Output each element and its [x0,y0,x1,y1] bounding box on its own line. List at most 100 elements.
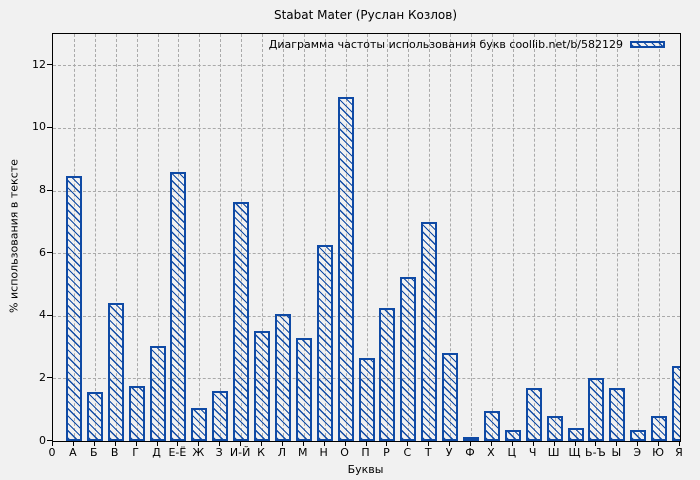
x-tick-mark [511,441,513,446]
x-tick-label: Ш [547,446,560,459]
gridline-x-Э [638,34,640,441]
gridline-x-Ь-Ъ [596,34,598,441]
x-tick-mark [219,441,221,446]
y-tick-mark [47,377,52,379]
x-tick-label: Т [424,446,432,459]
bar-Г [128,386,145,441]
gridline-x-Б [94,34,96,441]
x-tick-mark [407,441,409,446]
bar-У [442,353,459,441]
x-tick-mark [135,441,137,446]
y-tick-label: 0 [39,433,46,447]
x-tick-label: Я [675,446,683,459]
gridline-x-Д [157,34,159,441]
x-tick-mark [344,441,346,446]
bar-Ф [463,437,479,441]
gridline-x-Ф [471,34,472,441]
x-tick-mark [616,441,618,446]
y-tick-mark [47,126,52,128]
x-tick-mark [470,441,471,446]
plot-area: Диаграмма частоты использования букв coo… [52,33,681,442]
y-tick-mark [47,189,52,191]
x-tick-label: Ц [507,446,517,459]
x-tick-label: В [110,446,119,459]
chart-title: Stabat Mater (Руслан Козлов) [273,8,458,22]
y-tick-label: 10 [32,120,46,134]
x-tick-mark [428,441,430,446]
legend-label: Диаграмма частоты использования букв coo… [268,38,623,51]
x-tick-label: С [403,446,412,459]
bar-К [254,331,270,441]
x-tick-mark [93,441,95,446]
x-tick-label: Л [277,446,287,459]
x-tick-label: Д [152,446,161,459]
gridline-x-К [262,34,263,441]
x-tick-label: Ю [652,446,665,459]
x-tick-label: Г [132,446,139,459]
bar-З [212,390,229,441]
y-tick-mark [47,314,52,316]
bar-Е-Ё [170,171,187,441]
x-tick-mark [365,441,367,446]
bar-Б [86,392,103,441]
bar-С [400,276,417,441]
x-axis-title: Буквы [347,463,384,476]
x-tick-mark [490,441,492,446]
gridline-x-Г [136,34,138,441]
gridline-x-Х [491,34,493,441]
bar-Ч [525,387,542,441]
y-tick-mark [47,64,52,66]
bar-Т [421,221,438,441]
bar-Х [483,411,500,441]
legend-key-swatch [630,41,665,48]
x-tick-label: Щ [568,446,581,459]
x-tick-label: М [298,446,308,459]
gridline-x-С [408,34,410,441]
y-tick-label: 2 [39,370,46,384]
bar-Я [672,365,680,441]
gridline-x-В [115,34,117,441]
x-tick-mark [449,441,451,446]
x-tick-label: П [361,446,370,459]
x-tick-mark [302,441,304,446]
x-tick-label: О [340,446,349,459]
x-tick-label: 0 [48,446,56,459]
gridline-x-Н [324,34,326,441]
x-tick-label: К [257,446,265,459]
x-tick-label: У [445,446,453,459]
bar-Э [630,430,647,441]
x-tick-label: Р [383,446,390,459]
x-tick-mark [532,441,534,446]
gridline-x-Ч [533,34,535,441]
bar-М [295,337,312,441]
bar-Ц [504,430,521,441]
gridline-x-П [366,34,368,441]
bar-В [107,303,124,441]
gridline-x-Щ [575,34,577,441]
x-tick-label: Н [319,446,328,459]
bar-П [358,358,375,441]
x-tick-mark [679,441,680,446]
bar-Р [379,307,396,441]
x-tick-mark [52,441,53,446]
x-tick-mark [177,441,179,446]
x-tick-label: Ь-Ъ [585,446,606,459]
bar-Ш [546,415,563,441]
bar-Ю [651,415,668,441]
x-tick-label: З [215,446,223,459]
gridline-x-М [303,34,305,441]
gridline-x-Ш [554,34,556,441]
y-tick-label: 4 [39,308,46,322]
y-tick-mark [47,252,52,254]
y-tick-label: 12 [32,57,46,71]
x-tick-mark [658,441,660,446]
bar-И-Й [233,201,250,441]
gridline-x-Л [282,34,284,441]
gridline-x-Ц [512,34,514,441]
bar-О [337,96,354,441]
gridline-x-У [450,34,452,441]
bar-Л [274,314,291,441]
x-tick-label: Х [487,446,495,459]
y-tick-label: 8 [39,183,46,197]
